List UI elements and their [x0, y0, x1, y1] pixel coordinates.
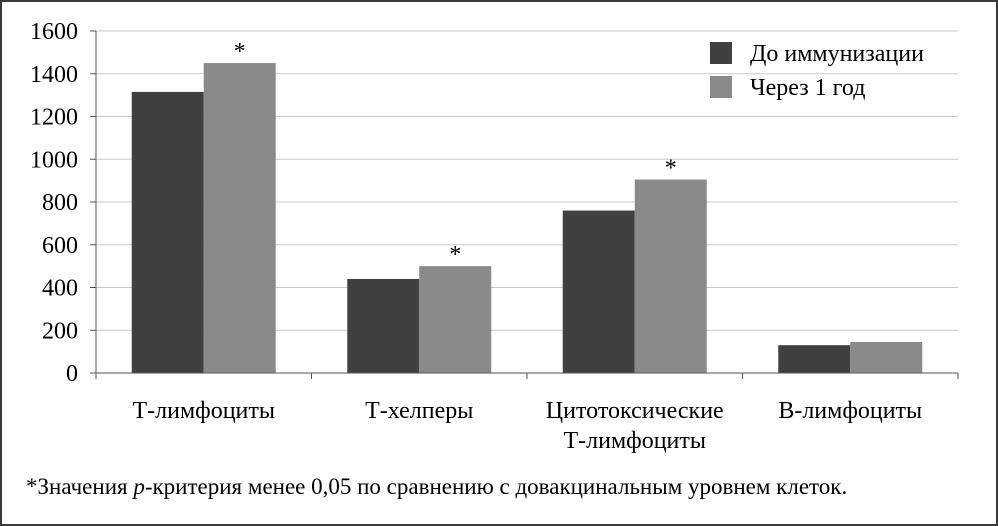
- x-tick-label: Т-хелперы: [365, 398, 473, 424]
- y-tick-label: 0: [66, 361, 78, 387]
- legend-label: До иммунизации: [750, 41, 924, 67]
- legend-label: Через 1 год: [750, 75, 865, 101]
- y-tick-label: 200: [42, 318, 78, 344]
- x-tick-label: Т-лимфоциты: [563, 428, 706, 454]
- y-tick-label: 1000: [30, 147, 78, 173]
- x-tick-label: Цитотоксические: [546, 398, 724, 424]
- bars: [131, 63, 923, 373]
- bar-after: [634, 179, 707, 373]
- significance-mark: *: [234, 39, 246, 65]
- y-tick-label: 600: [42, 233, 78, 259]
- y-tick-label: 1600: [30, 19, 78, 45]
- bar-after: [203, 63, 276, 373]
- legend-swatch: [710, 76, 732, 98]
- footnote-suffix: -критерия менее 0,05 по сравнению с дова…: [144, 474, 848, 499]
- bar-before: [131, 91, 204, 373]
- legend: До иммунизации Через 1 год: [710, 41, 924, 101]
- bar-before: [562, 210, 635, 373]
- y-tick-label: 800: [42, 190, 78, 216]
- x-axis: Т-лимфоциты Т-хелперы Цитотоксические Т-лим…: [95, 372, 959, 454]
- footnote: *Значения p-критерия менее 0,05 по сравн…: [26, 474, 976, 500]
- legend-swatch: [710, 42, 732, 64]
- footnote-italic: p: [133, 474, 145, 499]
- x-tick-label: В-лимфоциты: [778, 398, 922, 424]
- y-axis: 0 200 400 600 800 1000 1200 1400 1600: [30, 19, 97, 387]
- x-tick-label: Т-лимфоциты: [132, 398, 275, 424]
- bar-after: [850, 342, 923, 373]
- bar-after: [419, 266, 492, 373]
- y-tick-label: 1400: [30, 62, 78, 88]
- y-tick-label: 1200: [30, 105, 78, 131]
- bar-before: [347, 278, 420, 373]
- y-tick-label: 400: [42, 276, 78, 302]
- significance-mark: *: [665, 156, 677, 182]
- significance-mark: *: [449, 242, 461, 268]
- footnote-prefix: *Значения: [26, 474, 134, 499]
- significance-marks: * * *: [234, 39, 677, 268]
- bar-before: [778, 345, 851, 373]
